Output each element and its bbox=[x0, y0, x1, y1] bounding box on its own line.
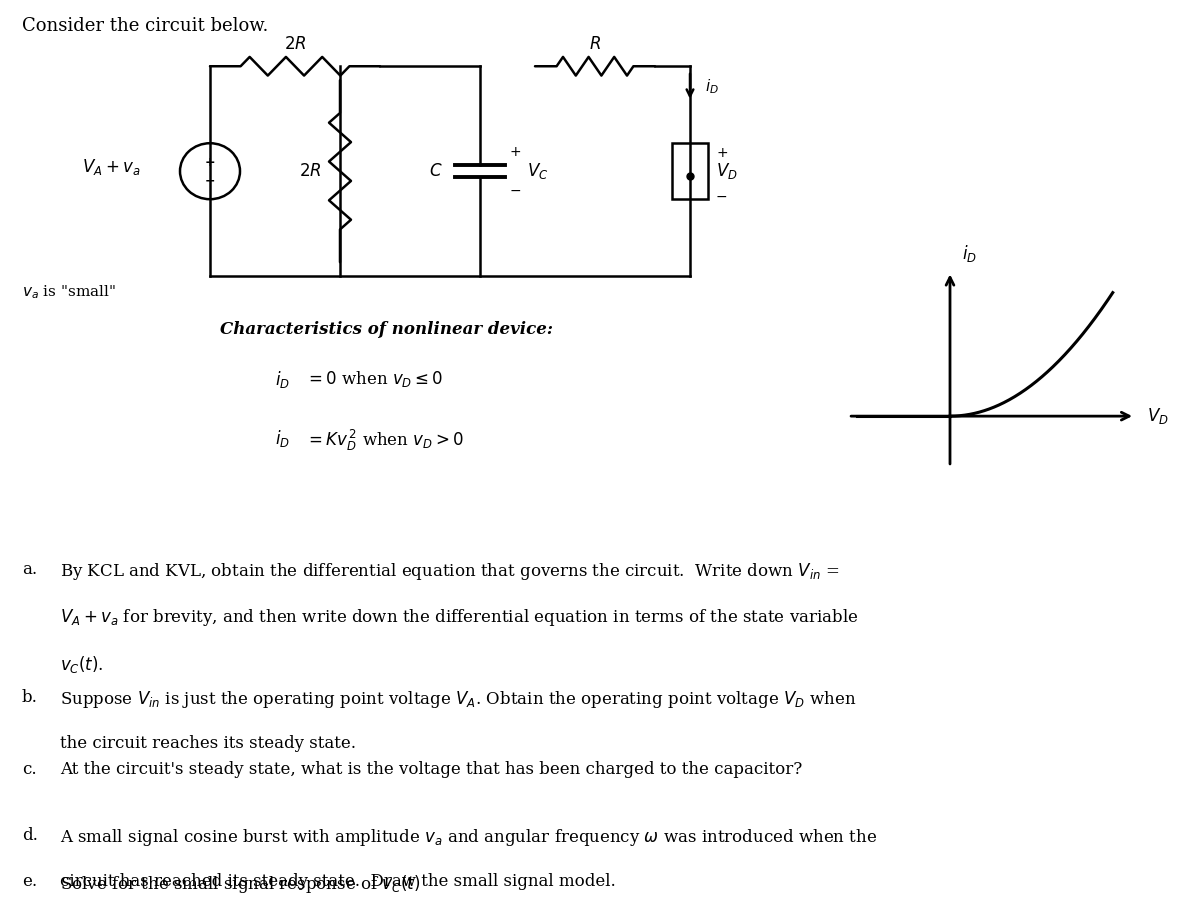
Text: $V_C$: $V_C$ bbox=[527, 161, 548, 181]
Text: $V_D$: $V_D$ bbox=[1147, 406, 1169, 426]
Text: −: − bbox=[510, 184, 522, 198]
Text: Characteristics of nonlinear device:: Characteristics of nonlinear device: bbox=[220, 321, 553, 338]
Text: +: + bbox=[716, 146, 727, 159]
Text: $= Kv_D^{\,2}$ when $v_D > 0$: $= Kv_D^{\,2}$ when $v_D > 0$ bbox=[305, 429, 464, 453]
Text: Suppose $V_{in}$ is just the operating point voltage $V_A$. Obtain the operating: Suppose $V_{in}$ is just the operating p… bbox=[60, 689, 857, 709]
Text: the circuit reaches its steady state.: the circuit reaches its steady state. bbox=[60, 736, 356, 752]
Text: $i_D$: $i_D$ bbox=[962, 243, 977, 264]
Text: Solve for the small signal response of $v_C(t)$: Solve for the small signal response of $… bbox=[60, 873, 420, 895]
Text: $v_C(t)$.: $v_C(t)$. bbox=[60, 654, 103, 675]
Text: $2R$: $2R$ bbox=[300, 163, 322, 179]
Text: $= 0$ when $v_D \leq 0$: $= 0$ when $v_D \leq 0$ bbox=[305, 370, 443, 390]
Text: $R$: $R$ bbox=[589, 36, 601, 53]
Text: $V_D$: $V_D$ bbox=[716, 161, 738, 181]
Text: $V_A + v_a$ for brevity, and then write down the differential equation in terms : $V_A + v_a$ for brevity, and then write … bbox=[60, 607, 858, 629]
Text: circuit has reached its steady state.  Draw the small signal model.: circuit has reached its steady state. Dr… bbox=[60, 873, 616, 891]
Text: e.: e. bbox=[22, 873, 37, 891]
Text: $i_D$: $i_D$ bbox=[706, 77, 719, 96]
Text: +: + bbox=[510, 145, 522, 159]
Text: −: − bbox=[205, 175, 215, 188]
Text: $v_a$ is "small": $v_a$ is "small" bbox=[22, 284, 116, 302]
Text: c.: c. bbox=[22, 761, 37, 778]
Text: d.: d. bbox=[22, 826, 38, 843]
Text: By KCL and KVL, obtain the differential equation that governs the circuit.  Writ: By KCL and KVL, obtain the differential … bbox=[60, 561, 840, 582]
Text: b.: b. bbox=[22, 689, 38, 706]
Text: a.: a. bbox=[22, 561, 37, 578]
Text: $i_D$: $i_D$ bbox=[275, 370, 290, 390]
Text: $i_D$: $i_D$ bbox=[275, 429, 290, 449]
Text: $C$: $C$ bbox=[430, 163, 443, 179]
Text: $V_A + v_a$: $V_A + v_a$ bbox=[82, 157, 140, 177]
Text: Consider the circuit below.: Consider the circuit below. bbox=[22, 17, 269, 34]
Text: $2R$: $2R$ bbox=[283, 36, 306, 53]
Text: +: + bbox=[205, 157, 215, 169]
Text: A small signal cosine burst with amplitude $v_a$ and angular frequency $\omega$ : A small signal cosine burst with amplitu… bbox=[60, 826, 877, 848]
Bar bbox=[672, 143, 708, 199]
Text: At the circuit's steady state, what is the voltage that has been charged to the : At the circuit's steady state, what is t… bbox=[60, 761, 803, 778]
Text: −: − bbox=[716, 190, 727, 205]
